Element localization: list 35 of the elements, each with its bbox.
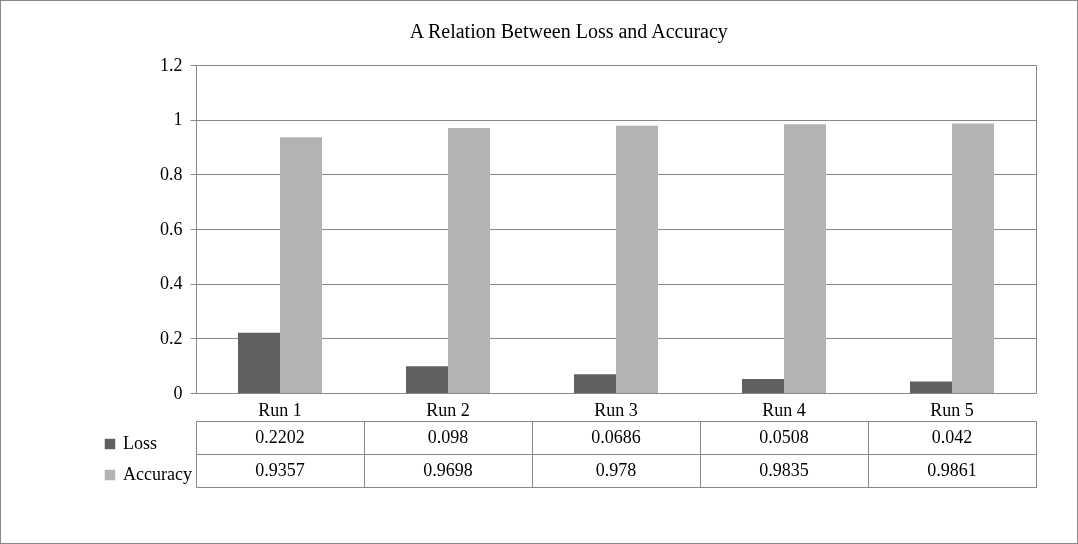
bar xyxy=(616,125,658,393)
y-tick-label: 1 xyxy=(173,109,183,130)
y-tick-label: 0 xyxy=(173,382,183,403)
bar xyxy=(238,332,280,393)
data-label: 0.0686 xyxy=(591,426,641,447)
y-tick-label: 1.2 xyxy=(160,54,183,75)
data-label: 0.2202 xyxy=(255,426,305,447)
bar xyxy=(448,127,490,393)
x-tick-label: Run 5 xyxy=(930,399,974,420)
data-label: 0.098 xyxy=(427,426,469,447)
bar xyxy=(574,374,616,393)
data-label: 0.9835 xyxy=(759,459,809,480)
data-label: 0.9357 xyxy=(255,459,305,480)
y-tick-label: 0.2 xyxy=(160,327,183,348)
x-tick-label: Run 4 xyxy=(762,399,806,420)
data-label: 0.978 xyxy=(595,459,637,480)
legend-label: Accuracy xyxy=(123,464,192,484)
bar xyxy=(784,124,826,393)
y-tick-label: 0.4 xyxy=(160,273,183,294)
data-label: 0.9698 xyxy=(423,459,473,480)
x-tick-label: Run 2 xyxy=(426,399,470,420)
data-label: 0.9861 xyxy=(927,459,977,480)
bar xyxy=(952,123,994,393)
bar xyxy=(406,366,448,393)
x-tick-label: Run 1 xyxy=(258,399,302,420)
legend-label: Loss xyxy=(123,433,158,453)
chart-title: A Relation Between Loss and Accuracy xyxy=(409,19,728,43)
bar xyxy=(910,381,952,393)
bar xyxy=(280,137,322,393)
y-tick-label: 0.6 xyxy=(160,218,183,239)
data-label: 0.0508 xyxy=(759,426,809,447)
bar xyxy=(742,379,784,393)
y-tick-label: 0.8 xyxy=(160,163,183,184)
x-tick-label: Run 3 xyxy=(594,399,638,420)
data-label: 0.042 xyxy=(931,426,973,447)
